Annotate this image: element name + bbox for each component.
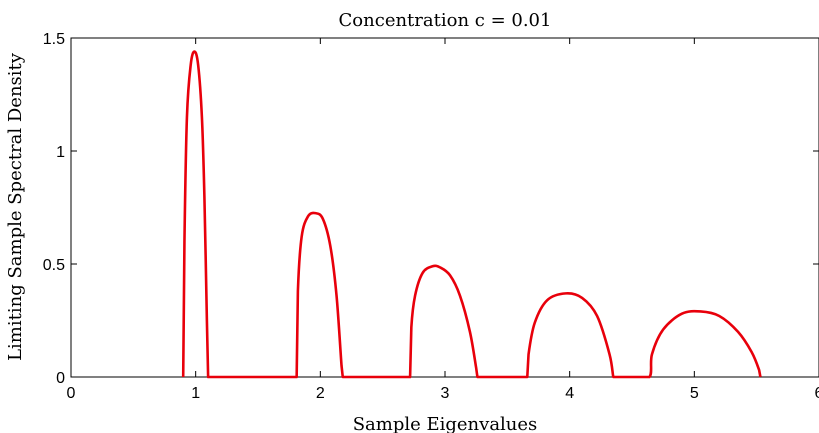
x-tick-label: 5 [690, 385, 699, 402]
x-tick-label: 6 [815, 385, 819, 402]
y-tick-label: 1.5 [43, 31, 65, 48]
y-tick-label: 0.5 [43, 257, 65, 274]
series-layer [181, 50, 762, 379]
y-tick-label: 0 [56, 370, 65, 387]
x-tick-label: 3 [441, 385, 450, 402]
density-curve [181, 50, 762, 379]
x-tick-label: 2 [316, 385, 325, 402]
x-axis: 0 1 2 3 4 5 6 [67, 38, 819, 402]
chart-title: Concentration c = 0.01 [339, 10, 552, 31]
x-tick-label: 0 [67, 385, 76, 402]
y-tick-label: 1 [56, 144, 65, 161]
x-tick-label: 4 [565, 385, 574, 402]
y-axis: 0 0.5 1 1.5 [43, 31, 819, 387]
plot-area: 0 1 2 3 4 5 6 0 0.5 1 1.5 [43, 31, 819, 402]
y-axis-label: Limiting Sample Spectral Density [5, 52, 26, 361]
x-tick-label: 1 [191, 385, 200, 402]
x-axis-label: Sample Eigenvalues [353, 414, 538, 433]
